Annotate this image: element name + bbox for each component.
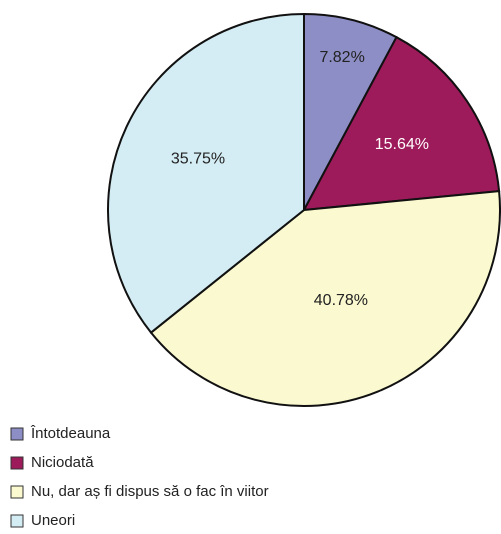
legend-label: Nu, dar aș fi dispus să o fac în viitor — [31, 483, 269, 500]
data-label: 7.82% — [319, 49, 364, 66]
legend-label: Uneori — [31, 512, 75, 529]
data-label: 15.64% — [375, 136, 429, 153]
pie-slice — [302, 35, 501, 212]
pie-slice — [107, 12, 305, 334]
legend-swatch — [10, 514, 24, 528]
legend-label: Întotdeauna — [30, 425, 111, 442]
legend-swatch — [10, 456, 24, 470]
data-label: 35.75% — [171, 150, 225, 167]
pie-slice — [149, 190, 501, 407]
pie-slice — [303, 12, 398, 211]
data-label: 40.78% — [314, 292, 368, 309]
legend-swatch — [10, 427, 24, 441]
legend-label: Niciodată — [31, 454, 94, 471]
legend-swatch — [10, 485, 24, 499]
